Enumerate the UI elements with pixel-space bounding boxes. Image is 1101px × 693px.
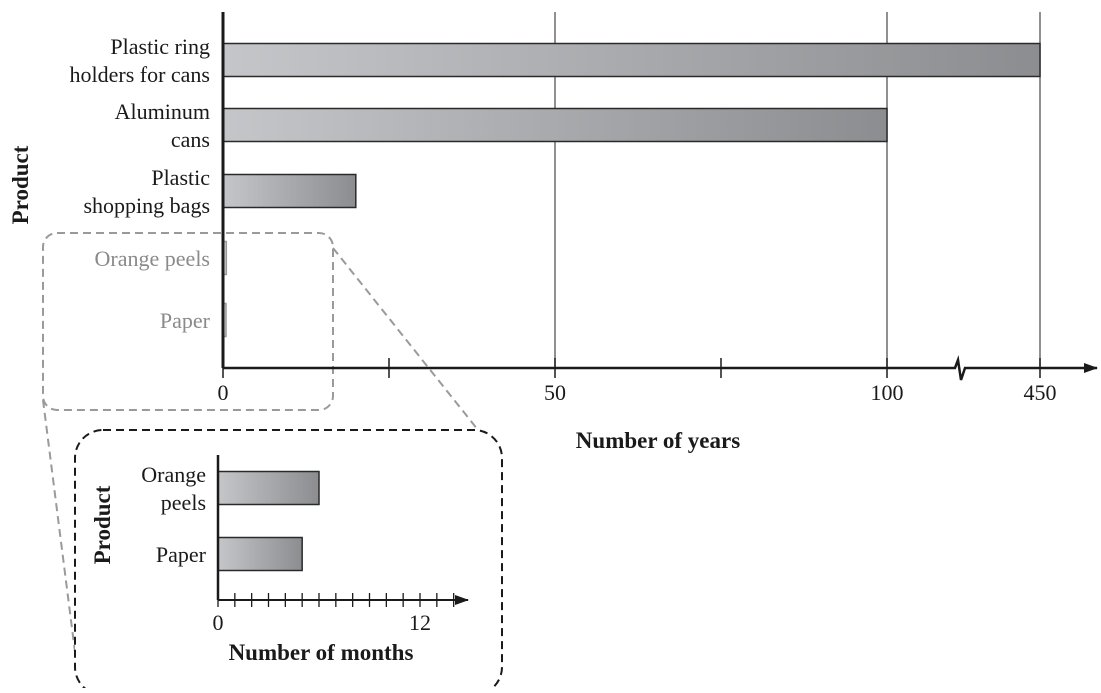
category-label-aluminum-cans-line-2: cans [171, 127, 210, 152]
bar-plastic-ring-holders-for-cans [222, 42, 1041, 78]
category-label-plastic-shopping-bags-line-1: Plastic [151, 165, 210, 190]
inset-category-label-paper: Paper [156, 542, 207, 567]
x-tick-label-50: 50 [544, 380, 566, 405]
main-x-axis [223, 360, 1097, 380]
main-bars [222, 42, 1041, 338]
inset-bar-paper [217, 536, 303, 572]
category-label-paper: Paper [160, 308, 211, 333]
category-label-aluminum-cans-line-1: Aluminum [115, 99, 210, 124]
zoom-source-box [42, 232, 334, 411]
inset-y-axis-title: Product [90, 485, 115, 564]
zoom-connector-left [42, 399, 76, 653]
inset-x-axis-title: Number of months [229, 640, 414, 665]
main-category-labels: Plastic ring holders for cans Aluminum cans… [69, 34, 210, 333]
category-label-plastic-ring-holders-for-cans-line-1: Plastic ring [110, 34, 210, 59]
bar-plastic-shopping-bags [222, 173, 357, 209]
zoom-connector-right [332, 247, 495, 451]
x-tick-label-450: 450 [1024, 380, 1057, 405]
inset-tick-label-0: 0 [213, 610, 224, 635]
inset-category-labels: Orange peels Paper [141, 462, 206, 567]
x-tick-label-0: 0 [218, 380, 229, 405]
x-tick-label-100: 100 [871, 380, 904, 405]
inset-tick-label-12: 12 [409, 610, 431, 635]
inset-bar-orange-peels [217, 470, 320, 506]
category-label-orange-peels: Orange peels [95, 246, 210, 271]
category-label-plastic-shopping-bags-line-2: shopping bags [84, 193, 211, 218]
main-y-axis-title: Product [8, 145, 33, 224]
inset-chart: 0 12 Orange peels Paper Number of months Pr… [74, 429, 503, 693]
inset-category-label-orange-peels-line-1: Orange [141, 462, 206, 487]
bar-aluminum-cans [222, 107, 888, 143]
inset-category-label-orange-peels-line-2: peels [161, 490, 206, 515]
main-chart: 0 50 100 450 Plastic ring holders for cans Al… [8, 12, 1097, 653]
category-label-plastic-ring-holders-for-cans-line-2: holders for cans [69, 62, 210, 87]
main-x-ticks: 0 50 100 450 [218, 358, 1057, 405]
main-x-axis-title: Number of years [576, 428, 740, 453]
inset-x-ticks: 0 12 [213, 593, 455, 635]
